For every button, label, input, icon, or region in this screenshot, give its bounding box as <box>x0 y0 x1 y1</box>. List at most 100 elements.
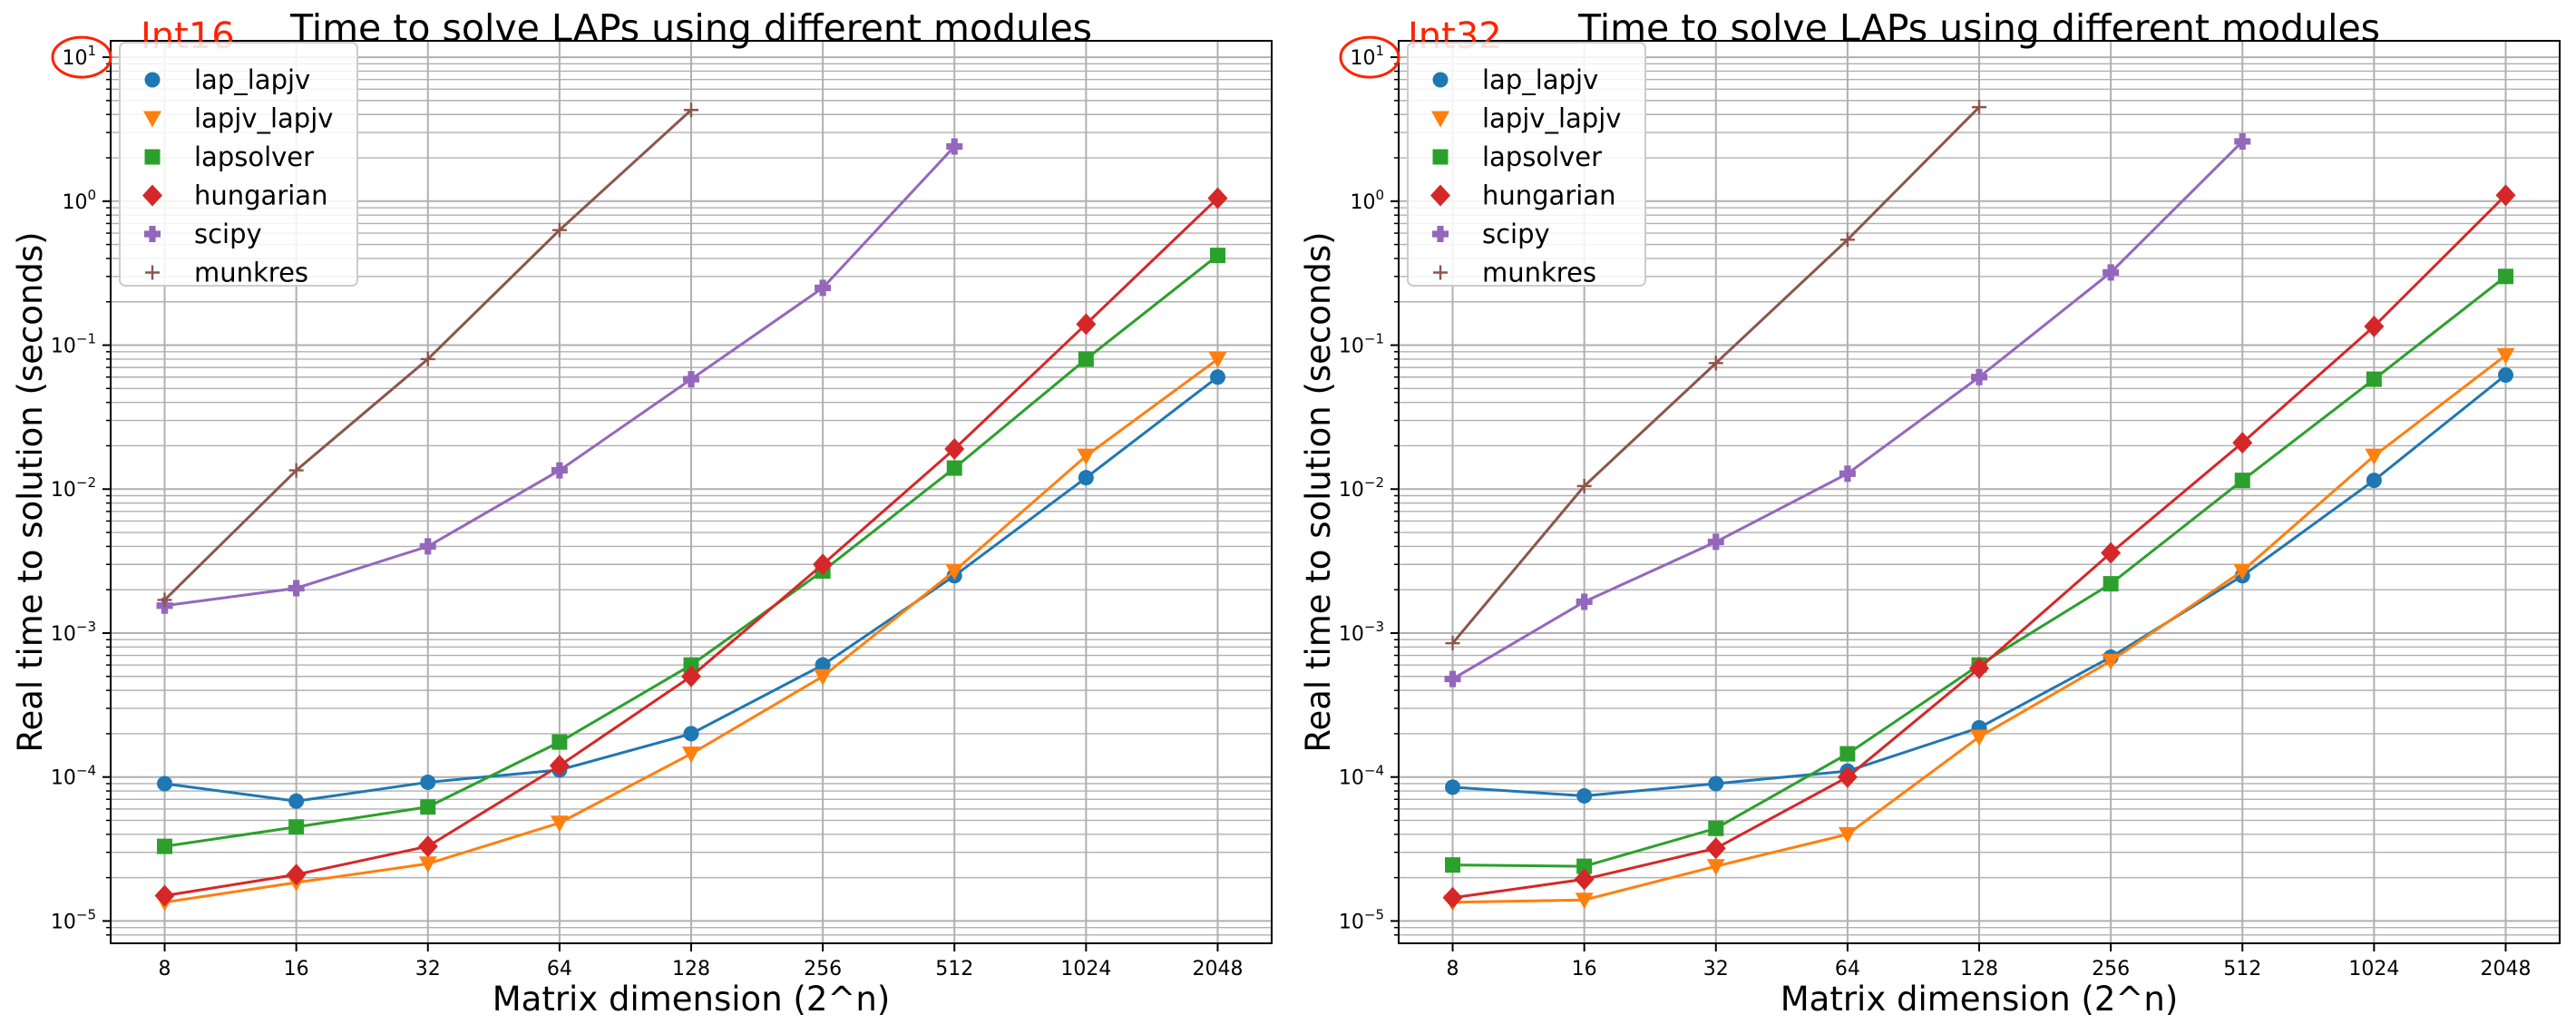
data-point <box>1444 670 1461 688</box>
legend-label: lapsolver <box>1482 141 1602 172</box>
data-point <box>1445 636 1460 651</box>
data-point <box>551 222 567 238</box>
data-point <box>2366 371 2382 387</box>
series-lapjv_lapjv <box>155 351 1227 912</box>
x-tick-label: 16 <box>284 958 309 980</box>
series-munkres <box>157 102 698 608</box>
data-point <box>286 863 307 886</box>
y-tick-label: 10−5 <box>1339 906 1384 933</box>
x-tick-label: 32 <box>415 958 441 980</box>
x-axis-label: Matrix dimension (2^n) <box>493 980 891 1019</box>
data-point <box>1839 746 1856 762</box>
data-point <box>154 884 175 907</box>
legend-label: scipy <box>194 219 262 249</box>
x-axis: 8 16 32 64 128 256 512 1024 2048 <box>159 943 1243 980</box>
data-point <box>1837 766 1858 788</box>
legend-label: lapsolver <box>194 141 314 172</box>
data-point <box>288 793 305 809</box>
y-axis: 10−5 10−4 10−3 10−2 10−1 100 101 <box>51 43 111 936</box>
data-point <box>1575 893 1594 910</box>
data-point <box>1969 657 1989 679</box>
data-point <box>1209 248 1225 264</box>
data-point <box>1708 776 1724 792</box>
data-point <box>684 102 698 118</box>
data-point <box>1076 313 1097 336</box>
data-point <box>1077 448 1096 465</box>
data-point <box>681 665 701 688</box>
legend-marker <box>144 226 161 242</box>
legend-label: lapjv_lapjv <box>194 103 333 134</box>
data-point <box>945 563 964 580</box>
legend-marker <box>144 72 161 88</box>
data-point <box>2103 264 2120 281</box>
x-tick-label: 16 <box>1572 958 1597 980</box>
data-point <box>1078 351 1094 367</box>
x-tick-label: 1024 <box>2348 958 2399 980</box>
legend-label: hungarian <box>1482 180 1615 211</box>
data-point <box>944 438 965 461</box>
data-point <box>157 592 172 608</box>
data-point <box>420 774 436 790</box>
data-point <box>1576 787 1593 804</box>
data-point <box>1707 533 1724 551</box>
data-point <box>157 776 173 792</box>
x-tick-label: 1024 <box>1060 958 1111 980</box>
data-point <box>1574 868 1595 891</box>
x-tick-label: 128 <box>672 958 710 980</box>
y-axis: 10−5 10−4 10−3 10−2 10−1 100 101 <box>1339 43 1399 936</box>
data-point <box>1970 729 1988 746</box>
legend-marker <box>1430 184 1450 207</box>
legend-item-hungarian: hungarian <box>142 180 327 211</box>
data-point <box>420 799 436 815</box>
legend-box <box>119 42 358 287</box>
y-tick-label: 10−2 <box>1339 474 1384 502</box>
data-point <box>2366 473 2382 489</box>
data-point <box>1208 351 1227 368</box>
data-point <box>1445 857 1461 873</box>
data-point <box>815 657 831 673</box>
data-point <box>288 463 304 478</box>
data-point <box>813 553 834 576</box>
legend-marker <box>1432 226 1449 242</box>
data-point <box>1576 593 1593 610</box>
data-point <box>2234 473 2250 489</box>
y-tick-label: 100 <box>62 187 96 214</box>
data-point <box>2102 653 2121 670</box>
legend-item-lapjv_lapjv: lapjv_lapjv <box>143 103 333 134</box>
data-point <box>2496 347 2515 365</box>
series-group <box>154 102 1228 912</box>
series-hungarian <box>154 187 1228 907</box>
legend-item-lapjv_lapjv: lapjv_lapjv <box>1431 103 1621 134</box>
data-point <box>1839 232 1855 248</box>
series-munkres <box>1445 100 1986 651</box>
legend-item-munkres: munkres <box>1433 258 1596 288</box>
data-point <box>549 755 570 777</box>
y-tick-label: 10−1 <box>1339 331 1384 358</box>
x-tick-label: 512 <box>2223 958 2261 980</box>
data-point <box>2495 184 2516 207</box>
highlight-circle <box>1339 35 1400 79</box>
legend-marker <box>142 184 162 207</box>
y-axis-label: Real time to solution (seconds) <box>11 231 50 752</box>
data-point <box>1838 826 1857 844</box>
legend-label: hungarian <box>194 180 327 211</box>
data-point <box>2364 315 2385 337</box>
data-point <box>683 657 699 673</box>
data-point <box>2497 366 2513 383</box>
data-point <box>1839 465 1856 483</box>
y-tick-label: 101 <box>1350 43 1384 70</box>
y-tick-label: 10−1 <box>51 331 96 358</box>
data-point <box>1576 858 1593 874</box>
data-point <box>814 668 833 686</box>
data-point <box>417 835 438 858</box>
x-tick-label: 32 <box>1703 958 1729 980</box>
data-point <box>2234 132 2251 150</box>
grid <box>111 41 1272 943</box>
legend: lap_lapjv lapjv_lapjv lapsolver hungarian sc… <box>119 42 358 288</box>
legend-marker <box>143 111 161 128</box>
data-point <box>2233 563 2252 580</box>
data-point <box>946 460 962 476</box>
legend-label: lap_lapjv <box>194 64 310 95</box>
legend-item-lapsolver: lapsolver <box>1432 141 1602 172</box>
